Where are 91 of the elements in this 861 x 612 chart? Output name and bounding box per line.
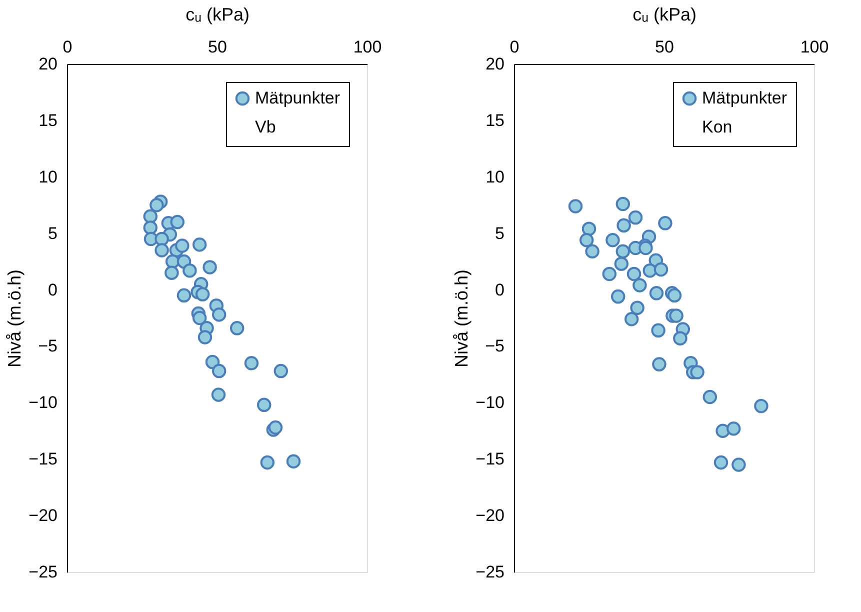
point xyxy=(170,214,185,230)
y-tick-label: 15 xyxy=(486,110,504,130)
y-tick-label: 5 xyxy=(495,224,504,243)
y-tick-label: 15 xyxy=(38,110,58,130)
point xyxy=(175,238,190,253)
point xyxy=(614,256,629,271)
legend-label: Mätpunkter xyxy=(702,88,788,108)
point xyxy=(192,310,207,326)
point xyxy=(212,364,226,378)
legend-label: Mätpunkter xyxy=(255,88,340,108)
point xyxy=(610,289,626,304)
y-tick-label: −15 xyxy=(476,450,504,469)
point xyxy=(649,286,664,300)
point xyxy=(606,232,620,248)
point xyxy=(205,354,220,370)
point xyxy=(667,288,682,303)
point xyxy=(211,388,226,402)
point xyxy=(642,263,658,278)
y-tick-label: −5 xyxy=(38,336,58,356)
point xyxy=(212,308,226,322)
point xyxy=(702,390,718,404)
y-tick-label: −20 xyxy=(476,506,504,526)
point xyxy=(568,199,583,214)
text: Vb xyxy=(255,118,276,136)
point xyxy=(624,312,639,326)
x-tick-label: 0 xyxy=(510,38,520,56)
point xyxy=(726,422,741,436)
point xyxy=(651,323,666,338)
x-tick-label: 100 xyxy=(353,38,382,56)
point xyxy=(626,266,642,282)
point xyxy=(286,454,301,468)
y-tick-label: −10 xyxy=(476,393,504,412)
y-tick-label: 20 xyxy=(486,54,504,74)
x-tick-label: 50 xyxy=(655,38,674,56)
point xyxy=(616,244,630,259)
point xyxy=(256,398,272,412)
y-tick-label: 5 xyxy=(48,224,58,243)
point xyxy=(154,243,169,258)
point xyxy=(602,266,617,282)
point xyxy=(628,210,643,225)
point xyxy=(582,222,596,236)
point xyxy=(585,244,600,259)
point xyxy=(244,356,259,370)
y-axis-title: Nivå (m.ö.h) xyxy=(4,269,25,368)
y-tick-label: 10 xyxy=(486,167,504,186)
point xyxy=(202,260,217,274)
point xyxy=(714,455,728,470)
y-axis-title: Nivå (m.ö.h) xyxy=(452,269,472,368)
point xyxy=(652,357,666,372)
point xyxy=(195,287,210,302)
point xyxy=(658,216,672,230)
x-axis-title: cᵤ (kPa) xyxy=(186,4,250,24)
y-tick-label: −5 xyxy=(485,336,504,356)
x-axis-title: cᵤ (kPa) xyxy=(632,4,696,24)
point xyxy=(579,232,594,248)
x-tick-label: 50 xyxy=(208,38,227,56)
text: Kon xyxy=(702,118,732,136)
point xyxy=(230,321,244,336)
point xyxy=(198,330,212,344)
x-tick-label: 100 xyxy=(800,38,829,56)
y-tick-label: −10 xyxy=(28,393,58,412)
point xyxy=(669,308,684,323)
point xyxy=(754,398,768,414)
point xyxy=(260,455,275,470)
point xyxy=(632,278,647,292)
y-tick-label: −25 xyxy=(28,562,58,582)
point xyxy=(150,198,164,212)
point xyxy=(274,364,288,378)
y-tick-label: −20 xyxy=(28,506,58,526)
point xyxy=(154,232,169,246)
y-tick-label: 0 xyxy=(48,280,58,300)
point xyxy=(143,209,158,224)
point xyxy=(654,262,668,277)
point xyxy=(630,300,644,315)
x-tick-label: 0 xyxy=(62,38,72,56)
point xyxy=(690,365,704,380)
point xyxy=(192,238,207,252)
point xyxy=(182,263,197,278)
point xyxy=(143,220,158,235)
point xyxy=(638,240,653,256)
point xyxy=(164,266,179,280)
point xyxy=(732,458,746,472)
y-tick-label: 20 xyxy=(38,54,58,74)
point xyxy=(616,218,631,233)
point xyxy=(176,288,192,303)
y-tick-label: −25 xyxy=(476,562,504,582)
y-tick-label: 10 xyxy=(38,167,58,186)
y-tick-label: −15 xyxy=(28,450,58,469)
y-tick-label: 0 xyxy=(495,280,504,300)
point xyxy=(616,196,630,212)
point xyxy=(673,331,688,346)
